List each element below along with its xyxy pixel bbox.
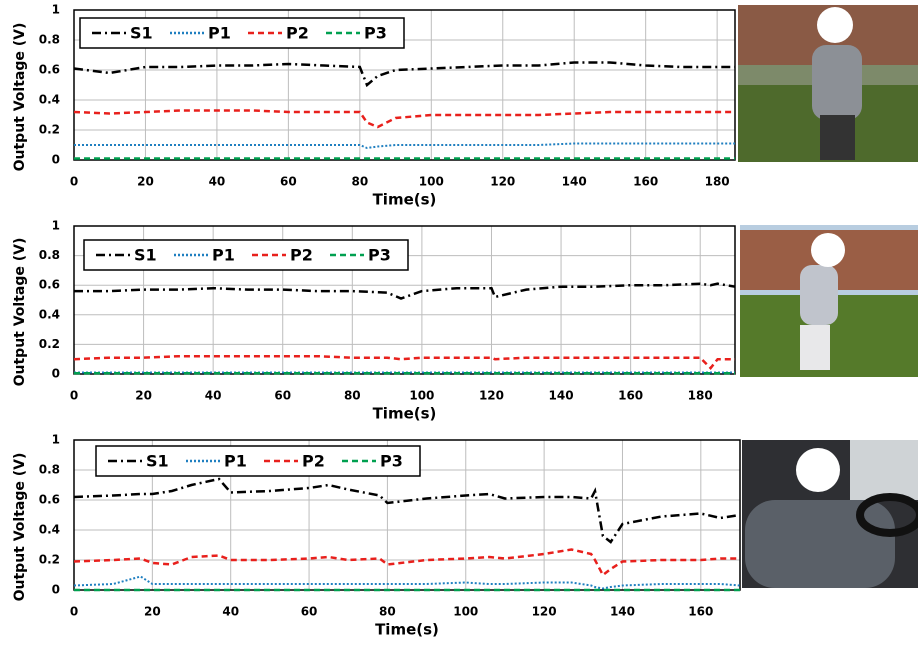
x-tick-label: 120	[490, 175, 515, 189]
series-line	[73, 109, 735, 129]
legend-label: P1	[224, 452, 247, 471]
legend: S1 P1 P2 P3	[95, 445, 421, 477]
y-axis-label: Output Voltage (V)	[12, 453, 28, 602]
x-tick-label: 180	[688, 389, 713, 403]
y-tick-label: 0.4	[39, 93, 60, 107]
x-tick-label: 80	[379, 605, 396, 619]
x-tick-label: 20	[137, 175, 154, 189]
x-tick-label: 140	[549, 389, 574, 403]
x-tick-label: 140	[610, 605, 635, 619]
x-tick-label: 80	[344, 389, 361, 403]
x-tick-label: 60	[280, 175, 297, 189]
photo-walking	[738, 5, 918, 162]
x-tick-label: 120	[479, 389, 504, 403]
x-axis-label: Time(s)	[373, 191, 437, 209]
y-tick-label: 0.8	[39, 463, 60, 477]
y-tick-label: 0.4	[39, 307, 60, 321]
y-tick-label: 0.6	[39, 493, 60, 507]
legend: S1 P1 P2 P3	[83, 239, 409, 271]
y-tick-label: 0.2	[39, 553, 60, 567]
series-line	[73, 477, 741, 544]
y-tick-label: 1	[52, 219, 60, 233]
y-tick-label: 1	[52, 433, 60, 447]
legend-label: P3	[364, 24, 387, 43]
plot-frame	[73, 9, 736, 161]
x-tick-label: 180	[705, 175, 730, 189]
x-tick-label: 120	[532, 605, 557, 619]
y-tick-label: 0.8	[39, 248, 60, 262]
legend-label: P3	[380, 452, 403, 471]
y-tick-label: 0.8	[39, 33, 60, 47]
x-tick-label: 0	[70, 175, 78, 189]
y-axis-label: Output Voltage (V)	[12, 23, 28, 172]
x-tick-label: 20	[135, 389, 152, 403]
x-tick-label: 40	[209, 175, 226, 189]
y-tick-label: 1	[52, 3, 60, 17]
y-tick-label: 0	[52, 367, 60, 381]
x-tick-label: 60	[274, 389, 291, 403]
x-tick-label: 100	[409, 389, 434, 403]
x-tick-label: 80	[351, 175, 368, 189]
legend-label: S1	[146, 452, 169, 471]
series-line	[73, 354, 735, 370]
photo-jogging	[740, 225, 918, 377]
y-tick-label: 0.6	[39, 63, 60, 77]
legend-box	[83, 239, 409, 271]
legend-label: S1	[134, 246, 157, 265]
series-line	[73, 575, 741, 590]
legend-label: P1	[208, 24, 231, 43]
x-tick-label: 40	[222, 605, 239, 619]
legend-label: P2	[290, 246, 313, 265]
x-tick-label: 160	[618, 389, 643, 403]
photo-driving	[742, 440, 918, 588]
y-tick-label: 0.2	[39, 123, 60, 137]
x-tick-label: 160	[633, 175, 658, 189]
x-tick-label: 100	[453, 605, 478, 619]
y-tick-label: 0.4	[39, 523, 60, 537]
series-line	[74, 282, 736, 300]
legend-box	[79, 17, 405, 49]
x-tick-label: 140	[562, 175, 587, 189]
legend: S1 P1 P2 P3	[79, 17, 405, 49]
legend-label: P2	[302, 452, 325, 471]
series-line	[73, 548, 740, 577]
series-line	[74, 142, 735, 150]
y-axis-label: Output Voltage (V)	[12, 238, 28, 387]
legend-label: P1	[212, 246, 235, 265]
y-tick-label: 0	[52, 583, 60, 597]
x-tick-label: 0	[70, 389, 78, 403]
x-tick-label: 20	[144, 605, 161, 619]
y-tick-label: 0.6	[39, 278, 60, 292]
x-tick-label: 40	[205, 389, 222, 403]
legend-label: P3	[368, 246, 391, 265]
legend-label: S1	[130, 24, 153, 43]
series-line	[73, 61, 735, 88]
legend-label: P2	[286, 24, 309, 43]
x-tick-label: 60	[301, 605, 318, 619]
y-tick-label: 0.2	[39, 337, 60, 351]
x-axis-label: Time(s)	[375, 621, 439, 639]
x-tick-label: 0	[70, 605, 78, 619]
y-tick-label: 0	[52, 153, 60, 167]
legend-box	[95, 445, 421, 477]
x-axis-label: Time(s)	[373, 405, 437, 423]
x-tick-label: 160	[688, 605, 713, 619]
x-tick-label: 100	[419, 175, 444, 189]
